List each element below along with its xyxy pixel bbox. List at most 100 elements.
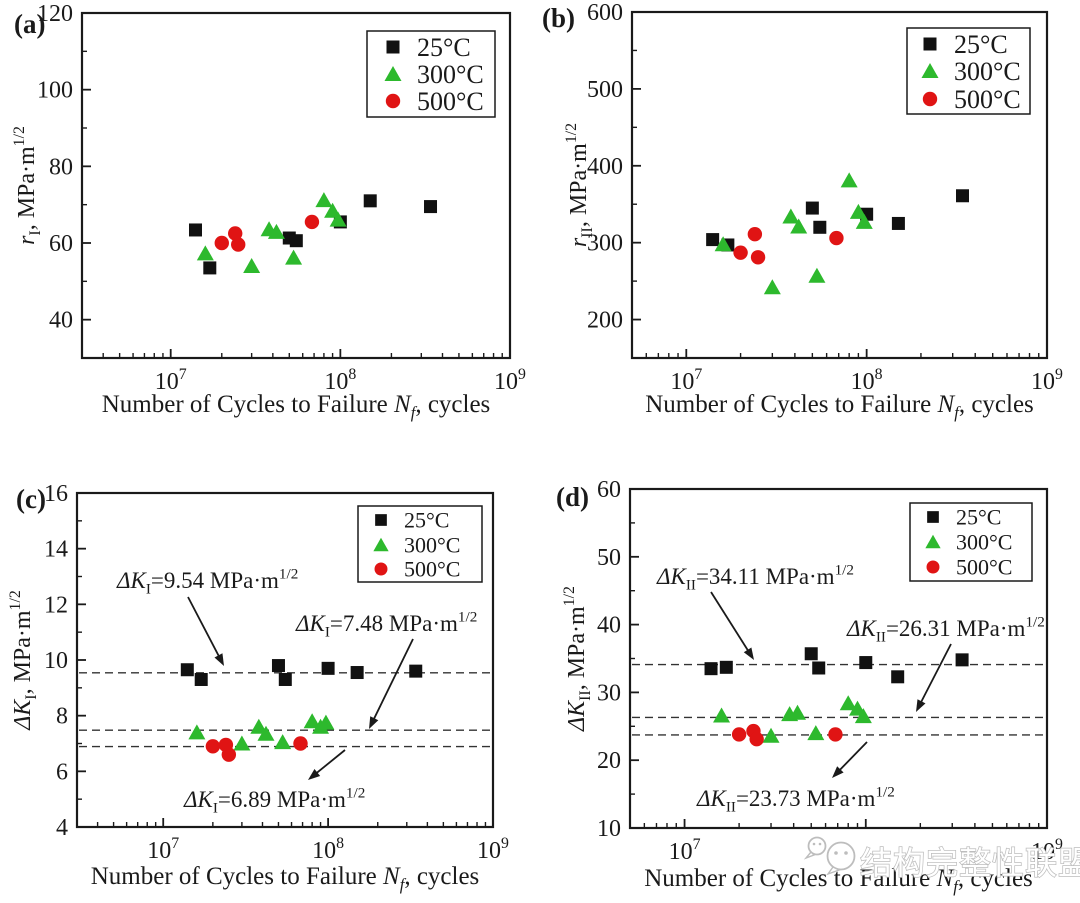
- series-triangle: [196, 192, 347, 273]
- data-point-circle: [829, 230, 844, 246]
- panel-d: (d) 107 109 10 20 30 40 50 60 ΔKII, MPa·m1/2 Numbe…: [556, 477, 1063, 896]
- data-point-triangle: [808, 267, 826, 283]
- y-axis-label: ΔKI, MPa·m1/2: [7, 590, 40, 731]
- panel-label: (c): [16, 484, 46, 514]
- data-point-triangle: [713, 707, 731, 723]
- x-tick-label: 109: [477, 835, 509, 864]
- x-tick-label: 109: [1031, 366, 1063, 395]
- legend-label: 25°C: [404, 507, 449, 532]
- x-tick-label: 107: [147, 835, 179, 864]
- x-tick-label: 107: [669, 836, 701, 865]
- y-tick-label: 10: [597, 816, 621, 842]
- bubble-tail: [826, 866, 841, 876]
- legend-label: 500°C: [404, 556, 460, 581]
- legend-marker-triangle: [373, 537, 389, 552]
- series-circle: [733, 227, 844, 265]
- legend-label: 25°C: [417, 33, 471, 62]
- legend-marker-triangle: [384, 66, 402, 81]
- wechat-chat-bubbles-icon: [807, 836, 827, 856]
- data-point-square: [813, 220, 827, 234]
- data-point-circle: [731, 727, 747, 742]
- series-circle: [205, 736, 308, 762]
- y-tick-label: 20: [597, 748, 621, 774]
- y-axis-label: rII, MPa·m1/2: [563, 123, 596, 247]
- data-point-triangle: [188, 724, 206, 740]
- data-point-circle: [205, 739, 221, 754]
- y-tick-label: 40: [597, 613, 621, 639]
- legend-marker-circle: [374, 562, 388, 576]
- ref-line-annotation: ΔKII=23.73 MPa·m1/2: [696, 783, 895, 815]
- plot-border: [80, 11, 512, 360]
- panel-label: (a): [14, 9, 45, 39]
- series-square: [180, 659, 423, 686]
- series-triangle: [713, 695, 872, 743]
- legend-label: 500°C: [954, 85, 1021, 114]
- data-point-circle: [214, 235, 229, 251]
- watermark: 结构完整性联盟: [803, 836, 1080, 883]
- legend-label: 500°C: [956, 554, 1012, 579]
- series-triangle: [714, 172, 873, 295]
- x-axis-label: Number of Cycles to Failure Nf, cycles: [91, 863, 480, 894]
- bubble-eye: [812, 842, 816, 846]
- data-point-square: [363, 194, 377, 208]
- annotation-arrow-head: [214, 653, 224, 666]
- legend-marker-square: [375, 514, 387, 526]
- series-circle: [731, 723, 843, 747]
- data-point-circle: [750, 250, 766, 265]
- x-tick-label: 109: [494, 366, 526, 395]
- data-point-triangle: [196, 245, 214, 261]
- series-circle: [214, 214, 320, 252]
- bubble-eye: [834, 851, 838, 855]
- legend-marker-triangle: [921, 63, 939, 78]
- x-axis-label: Number of Cycles to Failure Nf, cycles: [102, 391, 491, 422]
- data-point-triangle: [274, 734, 292, 750]
- ref-line-annotation: ΔKI=9.54 MPa·m1/2: [116, 565, 298, 597]
- legend-marker-circle: [385, 93, 401, 109]
- annotation-arrow-head: [743, 647, 754, 660]
- data-point-circle: [733, 245, 748, 260]
- data-point-square: [805, 201, 819, 215]
- series-square: [188, 194, 438, 275]
- y-tick-label: 30: [597, 680, 621, 706]
- y-tick-label: 300: [587, 231, 623, 257]
- legend-marker-circle: [926, 560, 940, 574]
- annotation-arrow-head: [369, 716, 379, 729]
- x-tick-label: 108: [851, 366, 883, 395]
- data-point-triangle: [790, 218, 808, 234]
- data-point-square: [891, 216, 905, 230]
- data-point-triangle: [840, 172, 858, 188]
- data-point-square: [891, 670, 905, 684]
- data-point-triangle: [782, 208, 800, 224]
- ref-line-annotation: ΔKI=6.89 MPa·m1/2: [183, 784, 365, 816]
- panel-c: (c) 107 108 109 4 6 8 10 12 14 16 ΔKI, MPa·m1/2 Numb…: [7, 481, 509, 894]
- annotation-arrow-line: [836, 741, 868, 773]
- series-square: [704, 647, 969, 684]
- legend-label: 300°C: [417, 60, 484, 89]
- ref-line-annotation: ΔKI=7.48 MPa·m1/2: [295, 608, 477, 640]
- legend-marker-square: [923, 37, 937, 51]
- y-axis-label: ΔKII, MPa·m1/2: [561, 586, 594, 732]
- data-point-triangle: [762, 727, 780, 743]
- x-tick-label: 109: [1031, 836, 1063, 865]
- data-point-triangle: [303, 713, 321, 729]
- y-tick-label: 100: [37, 78, 73, 104]
- data-point-triangle: [317, 714, 335, 730]
- legend-label: 25°C: [956, 504, 1001, 529]
- legend-marker-circle: [922, 91, 938, 107]
- data-point-triangle: [329, 211, 347, 227]
- y-tick-label: 8: [56, 704, 68, 730]
- data-point-triangle: [233, 735, 251, 751]
- wechat-chat-bubbles-icon: [826, 841, 856, 871]
- data-point-triangle: [763, 279, 781, 295]
- panel-label: (b): [542, 3, 575, 33]
- data-point-square: [956, 189, 970, 203]
- panel-label: (d): [556, 482, 589, 512]
- data-point-triangle: [285, 249, 303, 265]
- data-point-triangle: [257, 725, 275, 741]
- bubble-tail: [803, 850, 816, 860]
- data-point-square: [350, 666, 364, 680]
